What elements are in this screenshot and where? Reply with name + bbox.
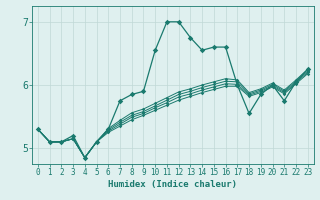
X-axis label: Humidex (Indice chaleur): Humidex (Indice chaleur) — [108, 180, 237, 189]
